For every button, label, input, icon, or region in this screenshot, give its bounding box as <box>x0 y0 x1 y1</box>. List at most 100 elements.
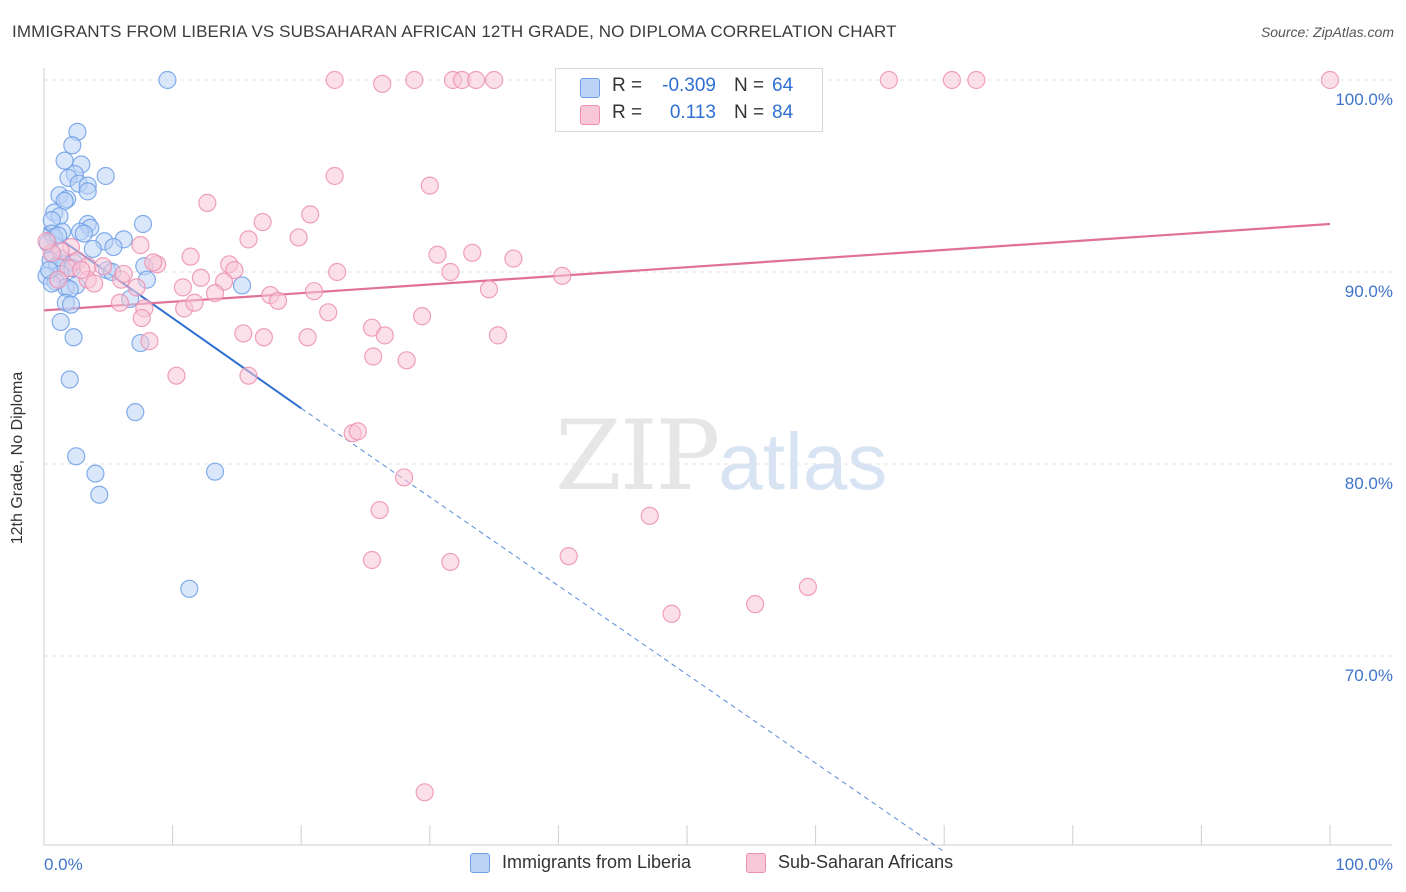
x-tick-label-left: 0.0% <box>44 855 83 874</box>
point-subsaharan-71 <box>746 595 765 614</box>
legend-n-value: 84 <box>772 102 794 123</box>
axes <box>43 68 1392 846</box>
point-subsaharan-57 <box>364 347 383 366</box>
point-subsaharan-43 <box>268 291 288 310</box>
series-swatch-subsaharan <box>746 853 766 873</box>
series-label-subsaharan: Sub-Saharan Africans <box>778 852 954 872</box>
point-subsaharan-55 <box>140 332 159 351</box>
point-subsaharan-16 <box>253 212 272 232</box>
point-liberia-55 <box>60 370 79 389</box>
y-tick-label-0: 100.0% <box>1335 90 1393 109</box>
data-points <box>37 70 1340 802</box>
y-tick-label-3: 70.0% <box>1345 666 1393 685</box>
point-subsaharan-5 <box>485 70 504 90</box>
point-subsaharan-8 <box>942 70 962 90</box>
series-swatch-liberia <box>470 853 490 873</box>
point-subsaharan-7 <box>879 70 899 90</box>
point-liberia-52 <box>51 312 70 332</box>
legend-r-label: R = <box>612 75 643 96</box>
point-subsaharan-4 <box>466 70 486 90</box>
watermark-zip: ZIP <box>555 400 720 512</box>
legend-swatch-liberia <box>580 78 600 98</box>
point-liberia-53 <box>64 328 83 347</box>
point-subsaharan-19 <box>131 236 150 255</box>
point-subsaharan-52 <box>375 326 394 345</box>
point-subsaharan-0 <box>325 70 344 90</box>
point-subsaharan-69 <box>798 577 817 596</box>
point-liberia-61 <box>180 579 199 598</box>
y-axis-label: 12th Grade, No Diploma <box>9 371 26 545</box>
watermark: ZIPatlas <box>555 400 887 512</box>
point-subsaharan-76 <box>144 253 163 272</box>
point-subsaharan-24 <box>504 249 523 268</box>
y-tick-label-1: 90.0% <box>1345 282 1393 301</box>
point-subsaharan-18 <box>289 228 308 247</box>
point-subsaharan-36 <box>191 268 210 287</box>
point-subsaharan-49 <box>132 308 151 328</box>
point-liberia-59 <box>205 462 225 481</box>
legend-swatch-subsaharan <box>580 105 600 125</box>
point-liberia-2 <box>63 136 82 155</box>
point-subsaharan-51 <box>234 324 253 343</box>
series-label-liberia: Immigrants from Liberia <box>502 852 692 872</box>
point-subsaharan-83 <box>72 260 91 280</box>
point-subsaharan-72 <box>415 783 434 802</box>
stats-legend: R = -0.309 N = 64 R = 0.113 N = 84 <box>555 68 823 132</box>
point-subsaharan-65 <box>640 506 659 525</box>
trend-line-subsaharan <box>43 222 1331 312</box>
point-subsaharan-77 <box>49 270 68 289</box>
point-liberia-56 <box>126 403 145 422</box>
point-liberia-57 <box>67 447 86 466</box>
legend-n-label: N = <box>734 75 765 96</box>
point-subsaharan-40 <box>173 278 192 297</box>
point-subsaharan-41 <box>304 282 324 301</box>
source-label: Source: ZipAtlas.com <box>1260 24 1394 40</box>
point-subsaharan-62 <box>348 422 367 441</box>
point-subsaharan-58 <box>397 351 416 370</box>
point-subsaharan-25 <box>181 247 200 266</box>
point-subsaharan-47 <box>319 303 338 322</box>
point-subsaharan-56 <box>488 326 508 345</box>
legend-r-value: 0.113 <box>669 102 716 123</box>
point-subsaharan-23 <box>428 245 447 264</box>
watermark-atlas: atlas <box>718 417 888 506</box>
point-subsaharan-79 <box>127 278 146 297</box>
point-subsaharan-1 <box>405 70 424 90</box>
point-liberia-23 <box>74 224 93 243</box>
point-subsaharan-54 <box>298 328 317 347</box>
point-subsaharan-14 <box>198 193 217 212</box>
point-subsaharan-44 <box>110 293 129 312</box>
legend-n-label: N = <box>734 102 765 123</box>
point-liberia-51 <box>61 295 81 314</box>
point-subsaharan-60 <box>167 366 186 385</box>
point-subsaharan-80 <box>185 293 204 312</box>
point-liberia-44 <box>232 276 252 295</box>
point-liberia-18 <box>133 214 153 234</box>
point-liberia-29 <box>83 239 102 259</box>
point-subsaharan-59 <box>239 366 258 385</box>
point-subsaharan-74 <box>205 284 225 303</box>
point-subsaharan-70 <box>662 604 681 623</box>
point-subsaharan-11 <box>373 74 392 93</box>
point-subsaharan-67 <box>441 552 460 572</box>
legend-r-value: -0.309 <box>662 75 716 96</box>
point-subsaharan-73 <box>114 264 133 284</box>
x-tick-label-right: 100.0% <box>1335 855 1393 874</box>
chart-title: IMMIGRANTS FROM LIBERIA VS SUBSAHARAN AF… <box>12 22 897 41</box>
point-liberia-60 <box>90 485 109 504</box>
point-subsaharan-68 <box>559 547 578 566</box>
point-subsaharan-34 <box>441 262 460 282</box>
y-tick-label-2: 80.0% <box>1345 474 1393 493</box>
point-subsaharan-81 <box>463 243 482 262</box>
point-liberia-0 <box>158 70 177 90</box>
point-subsaharan-82 <box>479 280 499 299</box>
point-subsaharan-35 <box>553 266 572 285</box>
point-subsaharan-63 <box>394 468 414 487</box>
point-subsaharan-9 <box>967 70 986 90</box>
point-subsaharan-13 <box>325 166 344 186</box>
point-liberia-58 <box>86 464 105 483</box>
point-subsaharan-66 <box>362 550 382 570</box>
point-subsaharan-64 <box>370 500 389 520</box>
point-subsaharan-33 <box>328 262 347 282</box>
